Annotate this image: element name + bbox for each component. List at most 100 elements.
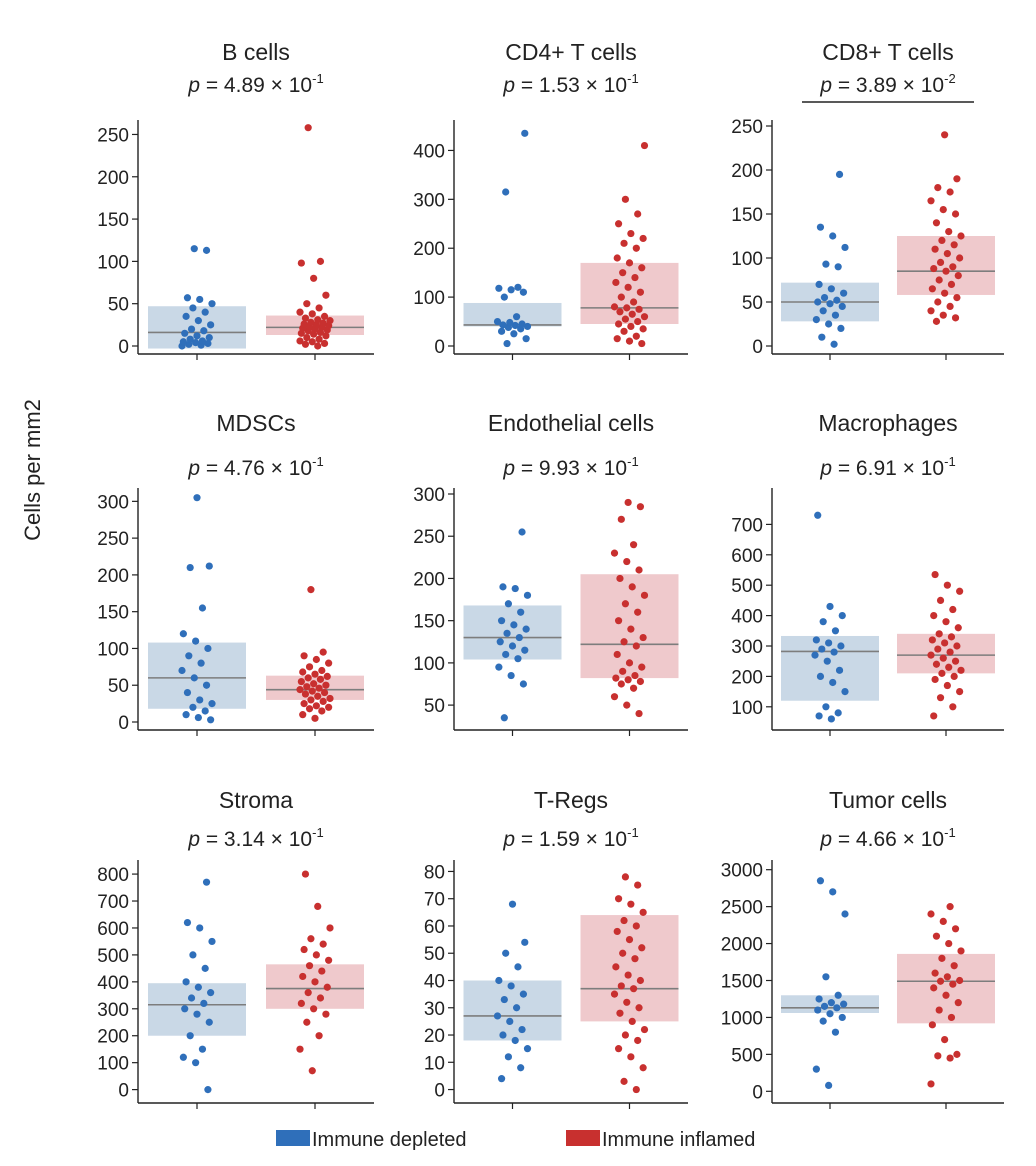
point-depleted xyxy=(827,999,835,1007)
point-inflamed xyxy=(635,305,643,313)
point-inflamed xyxy=(299,972,307,981)
point-depleted xyxy=(826,1010,834,1018)
point-inflamed xyxy=(638,264,646,272)
point-depleted xyxy=(202,878,211,886)
y-tick-label: 0 xyxy=(752,337,763,358)
point-depleted xyxy=(198,604,207,612)
point-depleted xyxy=(194,983,202,991)
point-inflamed xyxy=(957,947,965,955)
point-inflamed xyxy=(930,984,938,992)
point-depleted xyxy=(507,286,515,294)
point-inflamed xyxy=(305,663,314,671)
point-depleted xyxy=(840,1000,848,1008)
point-inflamed xyxy=(629,298,638,306)
point-depleted xyxy=(192,1059,200,1067)
point-inflamed xyxy=(942,267,950,275)
point-depleted xyxy=(208,937,216,946)
y-tick-label: 100 xyxy=(731,249,763,270)
point-inflamed xyxy=(610,990,619,998)
point-inflamed xyxy=(299,668,307,676)
point-inflamed xyxy=(326,317,334,325)
panel-macrophages: Macrophages p = 6.91 × 10-1 100 200 300 400 50… xyxy=(731,410,1004,736)
point-inflamed xyxy=(300,700,308,708)
point-depleted xyxy=(208,700,216,708)
point-depleted xyxy=(831,1028,840,1036)
point-inflamed xyxy=(614,220,623,228)
y-tick-label: 500 xyxy=(97,946,129,967)
point-depleted xyxy=(499,583,507,591)
point-depleted xyxy=(838,1013,846,1022)
point-inflamed xyxy=(619,949,627,957)
point-inflamed xyxy=(634,317,642,326)
y-tick-label: 200 xyxy=(413,239,445,260)
point-inflamed xyxy=(623,557,631,566)
point-inflamed xyxy=(934,298,942,306)
point-inflamed xyxy=(938,236,946,244)
point-depleted xyxy=(495,663,503,671)
point-depleted xyxy=(818,645,826,653)
point-depleted xyxy=(201,707,209,715)
point-inflamed xyxy=(624,971,632,979)
point-inflamed xyxy=(949,703,957,711)
point-inflamed xyxy=(322,291,330,299)
point-depleted xyxy=(178,666,186,675)
y-tick-label: 1000 xyxy=(721,1008,763,1029)
point-depleted xyxy=(204,644,212,653)
point-inflamed xyxy=(322,332,330,340)
point-depleted xyxy=(198,337,207,345)
point-depleted xyxy=(187,994,196,1002)
panel-t-regs: T-Regs p = 1.59 × 10-1 0 10 20 30 40 50 60 70 80 xyxy=(424,787,688,1109)
point-inflamed xyxy=(638,339,646,348)
point-inflamed xyxy=(956,587,964,595)
point-inflamed xyxy=(640,1025,649,1034)
point-depleted xyxy=(506,318,514,327)
point-depleted xyxy=(202,681,211,689)
point-depleted xyxy=(493,317,502,326)
point-depleted xyxy=(179,338,187,346)
point-inflamed xyxy=(957,666,965,674)
point-inflamed xyxy=(303,1018,311,1026)
point-inflamed xyxy=(614,617,623,625)
point-inflamed xyxy=(947,1013,956,1022)
point-depleted xyxy=(181,329,189,337)
point-inflamed xyxy=(947,633,956,641)
point-depleted xyxy=(514,283,522,291)
point-inflamed xyxy=(950,672,958,681)
point-depleted xyxy=(200,999,208,1008)
point-inflamed xyxy=(308,1067,316,1075)
panel-cd4-t-cells: CD4+ T cells p = 1.53 × 10-1 0 100 200 300 400 xyxy=(413,39,688,360)
point-inflamed xyxy=(638,944,646,952)
point-depleted xyxy=(183,688,192,697)
y-tick-label: 0 xyxy=(118,337,129,358)
y-tick-label: 0 xyxy=(752,1082,763,1103)
point-inflamed xyxy=(634,881,642,889)
panel-title: B cells xyxy=(222,39,290,65)
box-inflamed xyxy=(580,915,679,1022)
point-inflamed xyxy=(951,314,960,322)
point-inflamed xyxy=(953,175,961,183)
point-inflamed xyxy=(620,327,628,335)
point-inflamed xyxy=(614,895,623,903)
y-tick-label: 250 xyxy=(97,529,129,550)
point-depleted xyxy=(201,964,209,972)
point-inflamed xyxy=(946,302,954,310)
point-inflamed xyxy=(635,1004,643,1012)
point-inflamed xyxy=(316,675,325,683)
point-inflamed xyxy=(625,259,634,267)
point-inflamed xyxy=(616,1009,624,1017)
point-depleted xyxy=(814,298,822,306)
point-depleted xyxy=(827,285,835,293)
point-inflamed xyxy=(932,932,941,940)
point-inflamed xyxy=(935,276,943,284)
point-inflamed xyxy=(936,596,945,605)
y-axis-label: Cells per mm2 xyxy=(20,399,45,541)
point-inflamed xyxy=(621,600,630,608)
y-tick-label: 0 xyxy=(434,1081,445,1102)
point-depleted xyxy=(837,642,845,650)
point-inflamed xyxy=(938,669,946,677)
y-tick-label: 200 xyxy=(413,569,445,590)
point-inflamed xyxy=(620,638,628,646)
y-tick-label: 150 xyxy=(413,612,445,633)
y-tick-label: 3000 xyxy=(721,861,763,882)
point-inflamed xyxy=(323,672,331,681)
